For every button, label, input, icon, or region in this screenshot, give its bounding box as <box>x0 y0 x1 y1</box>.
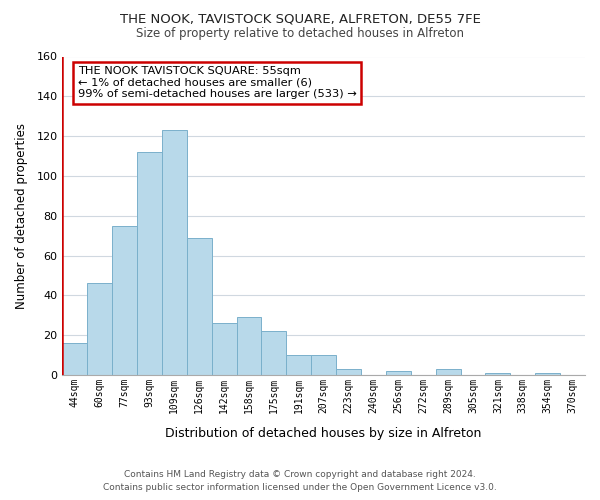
Bar <box>436 369 461 375</box>
Bar <box>262 332 286 375</box>
Text: Contains HM Land Registry data © Crown copyright and database right 2024.
Contai: Contains HM Land Registry data © Crown c… <box>103 470 497 492</box>
Text: Size of property relative to detached houses in Alfreton: Size of property relative to detached ho… <box>136 28 464 40</box>
Text: THE NOOK TAVISTOCK SQUARE: 55sqm
← 1% of detached houses are smaller (6)
99% of : THE NOOK TAVISTOCK SQUARE: 55sqm ← 1% of… <box>78 66 357 100</box>
Bar <box>485 373 511 375</box>
Bar <box>212 324 236 375</box>
Bar <box>236 318 262 375</box>
Bar <box>535 373 560 375</box>
X-axis label: Distribution of detached houses by size in Alfreton: Distribution of detached houses by size … <box>166 427 482 440</box>
Bar <box>286 355 311 375</box>
Y-axis label: Number of detached properties: Number of detached properties <box>15 123 28 309</box>
Bar <box>62 343 87 375</box>
Bar <box>87 284 112 375</box>
Bar <box>112 226 137 375</box>
Bar <box>386 371 411 375</box>
Bar <box>311 355 336 375</box>
Bar <box>137 152 162 375</box>
Bar <box>162 130 187 375</box>
Bar <box>336 369 361 375</box>
Text: THE NOOK, TAVISTOCK SQUARE, ALFRETON, DE55 7FE: THE NOOK, TAVISTOCK SQUARE, ALFRETON, DE… <box>119 12 481 26</box>
Bar <box>187 238 212 375</box>
